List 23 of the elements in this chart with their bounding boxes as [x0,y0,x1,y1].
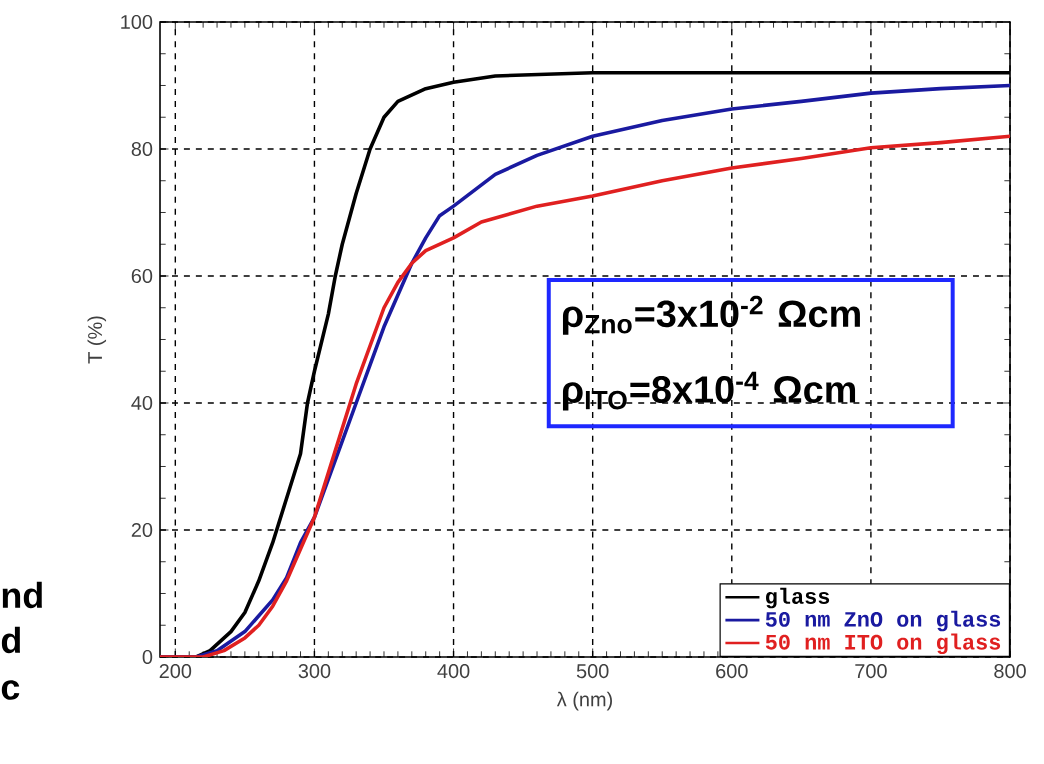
annotation: ρ$_{ITO}$=8x10$^{-4}$ Ωcm [562,371,856,411]
x-tick-label: 300 [298,664,331,679]
legend-label: glass [766,587,830,609]
x-tick-label: 400 [437,664,470,679]
x-tick-label: 200 [159,664,192,679]
legend-label: 50 nm ZnO on glass [765,610,1001,632]
y-tick-label: 0 [142,649,153,665]
x-tick-label: 600 [716,664,748,679]
x-axis-title: λ (nm) [556,691,612,711]
text: c [1,680,20,700]
legend-label: 50 nm ITO on glass [765,633,1001,655]
y-tick-label: 80 [131,141,153,157]
x-tick-label: 700 [855,664,887,679]
x-tick-label: 800 [994,664,1026,679]
y-tick-label: 100 [121,14,153,30]
y-tick-label: 20 [131,522,153,538]
text: d [1,626,20,654]
text: nd [2,581,42,609]
y-tick-label: 40 [131,395,153,411]
annotation: ρ$_{Zno}$=3x10$^{-2}$ Ωcm [562,295,860,335]
y-axis-title: T (%) [87,316,107,364]
y-tick-label: 60 [131,268,153,284]
x-tick-label: 500 [576,664,609,679]
